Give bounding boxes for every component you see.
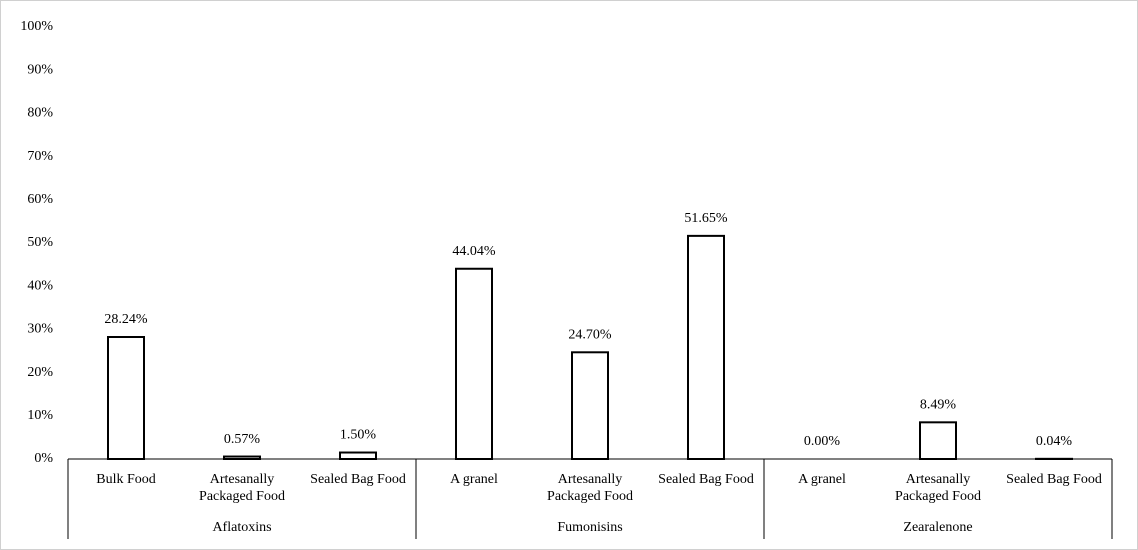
x-tick-label: A granel [798, 472, 846, 487]
y-tick-label: 60% [27, 192, 53, 207]
bar [571, 351, 609, 460]
y-tick-label: 30% [27, 322, 53, 337]
y-tick-label: 70% [27, 149, 53, 164]
value-label: 0.57% [224, 432, 261, 447]
x-tick-label: Artesanally Packaged Food [895, 472, 981, 504]
y-tick-label: 20% [27, 365, 53, 380]
bar [455, 267, 493, 460]
y-tick-label: 40% [27, 278, 53, 293]
value-label: 0.04% [1036, 434, 1073, 449]
bar [223, 455, 261, 460]
group-label: Aflatoxins [212, 520, 272, 535]
y-tick-label: 90% [27, 62, 53, 77]
x-tick-label: Sealed Bag Food [310, 472, 406, 487]
value-label: 24.70% [568, 328, 612, 343]
value-label: 0.00% [804, 434, 841, 449]
bar [339, 451, 377, 460]
x-tick-label: A granel [450, 472, 498, 487]
value-label: 51.65% [684, 211, 728, 226]
bar [687, 234, 725, 460]
x-tick-label: Bulk Food [96, 472, 156, 487]
y-tick-label: 80% [27, 106, 53, 121]
x-tick-label: Artesanally Packaged Food [199, 472, 285, 504]
bar [107, 336, 145, 461]
y-tick-label: 50% [27, 235, 53, 250]
value-label: 1.50% [340, 428, 377, 443]
y-tick-label: 0% [34, 451, 53, 466]
bar [919, 421, 957, 461]
value-label: 44.04% [452, 244, 496, 259]
value-label: 28.24% [104, 312, 148, 327]
x-tick-label: Sealed Bag Food [1006, 472, 1102, 487]
group-label: Fumonisins [557, 520, 623, 535]
group-label: Zearalenone [903, 520, 973, 535]
x-tick-label: Artesanally Packaged Food [547, 472, 633, 504]
y-tick-label: 100% [20, 19, 53, 34]
y-tick-label: 10% [27, 408, 53, 423]
value-label: 8.49% [920, 398, 957, 413]
x-tick-label: Sealed Bag Food [658, 472, 754, 487]
